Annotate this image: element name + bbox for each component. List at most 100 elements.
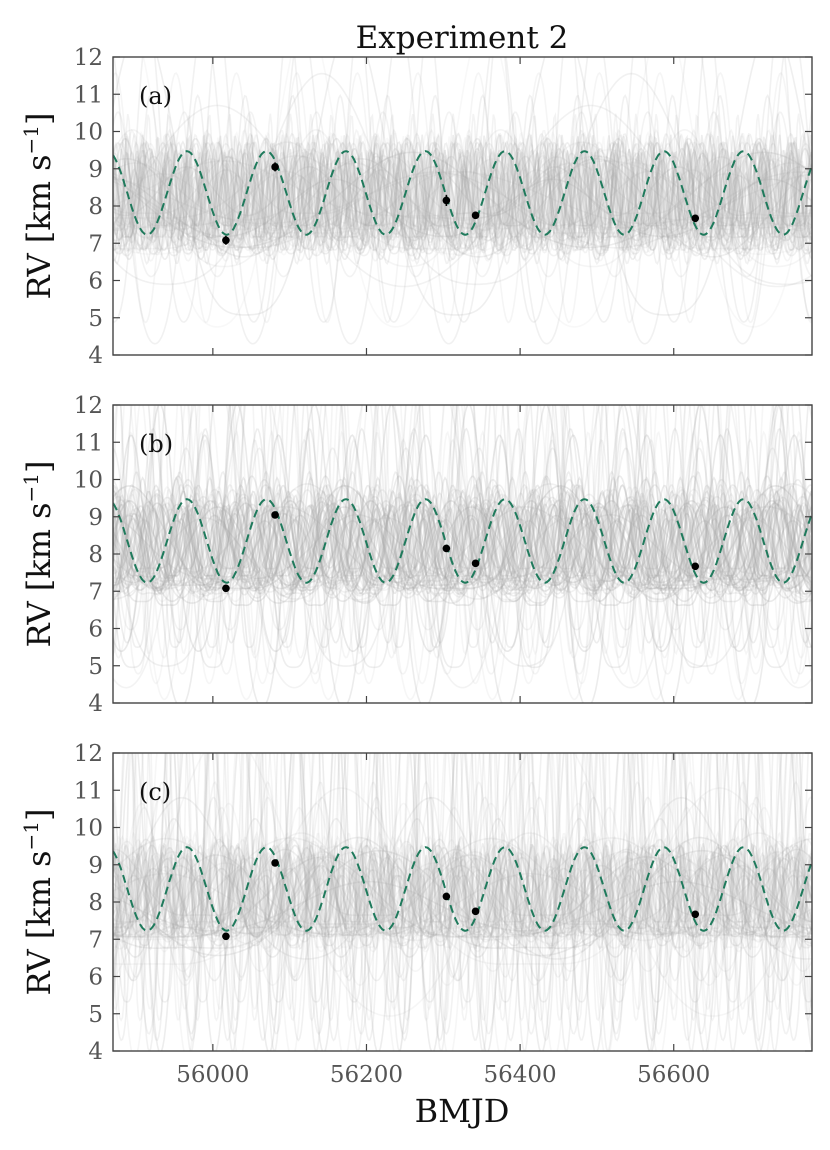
sample-curve xyxy=(113,485,812,584)
sample-curve xyxy=(113,493,812,598)
sample-curve xyxy=(113,148,812,252)
sample-curve xyxy=(113,508,812,590)
sample-curve xyxy=(113,506,812,590)
sample-curve xyxy=(113,495,812,590)
model-curve xyxy=(113,498,812,584)
data-point xyxy=(442,544,451,553)
sample-curve xyxy=(113,864,812,935)
sample-curve xyxy=(113,152,812,250)
sample-curve xyxy=(113,165,812,217)
y-tick-label: 8 xyxy=(88,194,103,220)
panel-2: 4 5 6 7 8 9 10 11 12 (b) RV [km s−1] xyxy=(19,393,813,717)
sample-curve xyxy=(113,427,812,644)
sample-curve xyxy=(113,484,812,587)
sample-curve xyxy=(113,869,812,935)
y-tick-label: 8 xyxy=(88,890,103,916)
y-tick-label: 7 xyxy=(88,579,103,605)
sample-curve xyxy=(113,162,812,252)
sample-curve xyxy=(113,866,812,933)
panel-label: (a) xyxy=(139,82,172,110)
sample-curve xyxy=(113,838,812,938)
y-tick-label: 10 xyxy=(74,468,103,494)
sample-curve xyxy=(113,430,812,656)
panel-label: (b) xyxy=(139,430,173,458)
y-tick-label: 12 xyxy=(74,45,103,71)
sample-curve xyxy=(113,170,812,227)
sample-curve xyxy=(113,141,812,250)
data-point xyxy=(471,907,480,916)
sample-curve xyxy=(113,438,812,631)
sample-curve xyxy=(113,135,812,227)
sample-curve xyxy=(113,154,812,230)
sample-curve xyxy=(113,872,812,936)
sample-curve xyxy=(113,499,812,583)
sample-curve xyxy=(113,140,812,226)
sample-curve xyxy=(113,508,812,580)
sample-curve xyxy=(113,152,812,239)
x-tick-label: 56400 xyxy=(484,1062,557,1088)
sample-curve xyxy=(113,844,812,929)
sample-curve xyxy=(113,781,812,979)
sample-curve xyxy=(113,852,812,950)
data-point xyxy=(222,932,230,941)
sample-curve xyxy=(113,849,812,957)
x-tick-label: 56000 xyxy=(176,1062,249,1088)
sample-curve xyxy=(113,844,812,936)
y-tick-label: 9 xyxy=(88,505,103,531)
sample-curve xyxy=(113,142,812,232)
sample-curve xyxy=(113,513,812,584)
sample-curve xyxy=(113,405,812,701)
sample-curve xyxy=(113,753,812,1051)
sample-curve xyxy=(113,132,812,242)
sample-curve xyxy=(113,72,812,324)
sample-curve xyxy=(113,484,812,578)
y-tick-label: 5 xyxy=(88,306,103,332)
panel-label: (c) xyxy=(139,778,171,806)
sample-curve xyxy=(113,149,812,237)
data-point xyxy=(442,892,451,901)
sample-curve xyxy=(113,499,812,579)
data-marker xyxy=(271,859,279,867)
sample-curve xyxy=(113,856,812,937)
data-marker xyxy=(271,511,279,519)
sample-curve xyxy=(113,492,812,574)
sample-curve xyxy=(113,802,812,986)
sample-curve xyxy=(113,405,812,659)
data-marker xyxy=(471,907,480,916)
sample-curve xyxy=(113,504,812,584)
data-marker xyxy=(271,163,279,171)
data-point xyxy=(442,194,451,206)
data-marker xyxy=(691,562,700,571)
y-tick-label: 12 xyxy=(74,393,103,419)
sample-curve xyxy=(113,151,812,249)
sample-curve xyxy=(113,405,812,685)
sample-curve xyxy=(113,850,812,945)
sample-curve xyxy=(113,111,812,278)
sample-curve xyxy=(113,753,812,1022)
sample-curve xyxy=(113,159,812,250)
sample-curve xyxy=(113,856,812,938)
sample-curve xyxy=(142,57,812,328)
sample-curve xyxy=(113,508,812,582)
sample-curve xyxy=(113,753,810,1042)
x-tick-label: 56200 xyxy=(330,1062,403,1088)
data-marker xyxy=(471,559,480,568)
sample-curve xyxy=(113,405,812,689)
sample-curve xyxy=(113,148,812,251)
y-tick-label: 4 xyxy=(88,691,103,717)
y-tick-label: 7 xyxy=(88,231,103,257)
panel-1: 4 5 6 7 8 9 10 11 12 (a) RV [km s−1] xyxy=(19,45,813,369)
data-marker xyxy=(222,932,230,941)
sample-curve xyxy=(113,860,812,911)
y-tick-label: 9 xyxy=(88,853,103,879)
sample-curve xyxy=(113,520,812,584)
y-tick-label: 6 xyxy=(88,269,103,295)
sample-curve xyxy=(113,169,812,229)
sample-curve xyxy=(113,149,812,230)
y-tick-label: 10 xyxy=(74,816,103,842)
sample-curve xyxy=(113,112,812,254)
data-point xyxy=(691,910,700,919)
sample-curve xyxy=(113,141,812,240)
sample-curve xyxy=(113,512,812,592)
sample-curve xyxy=(113,858,812,943)
